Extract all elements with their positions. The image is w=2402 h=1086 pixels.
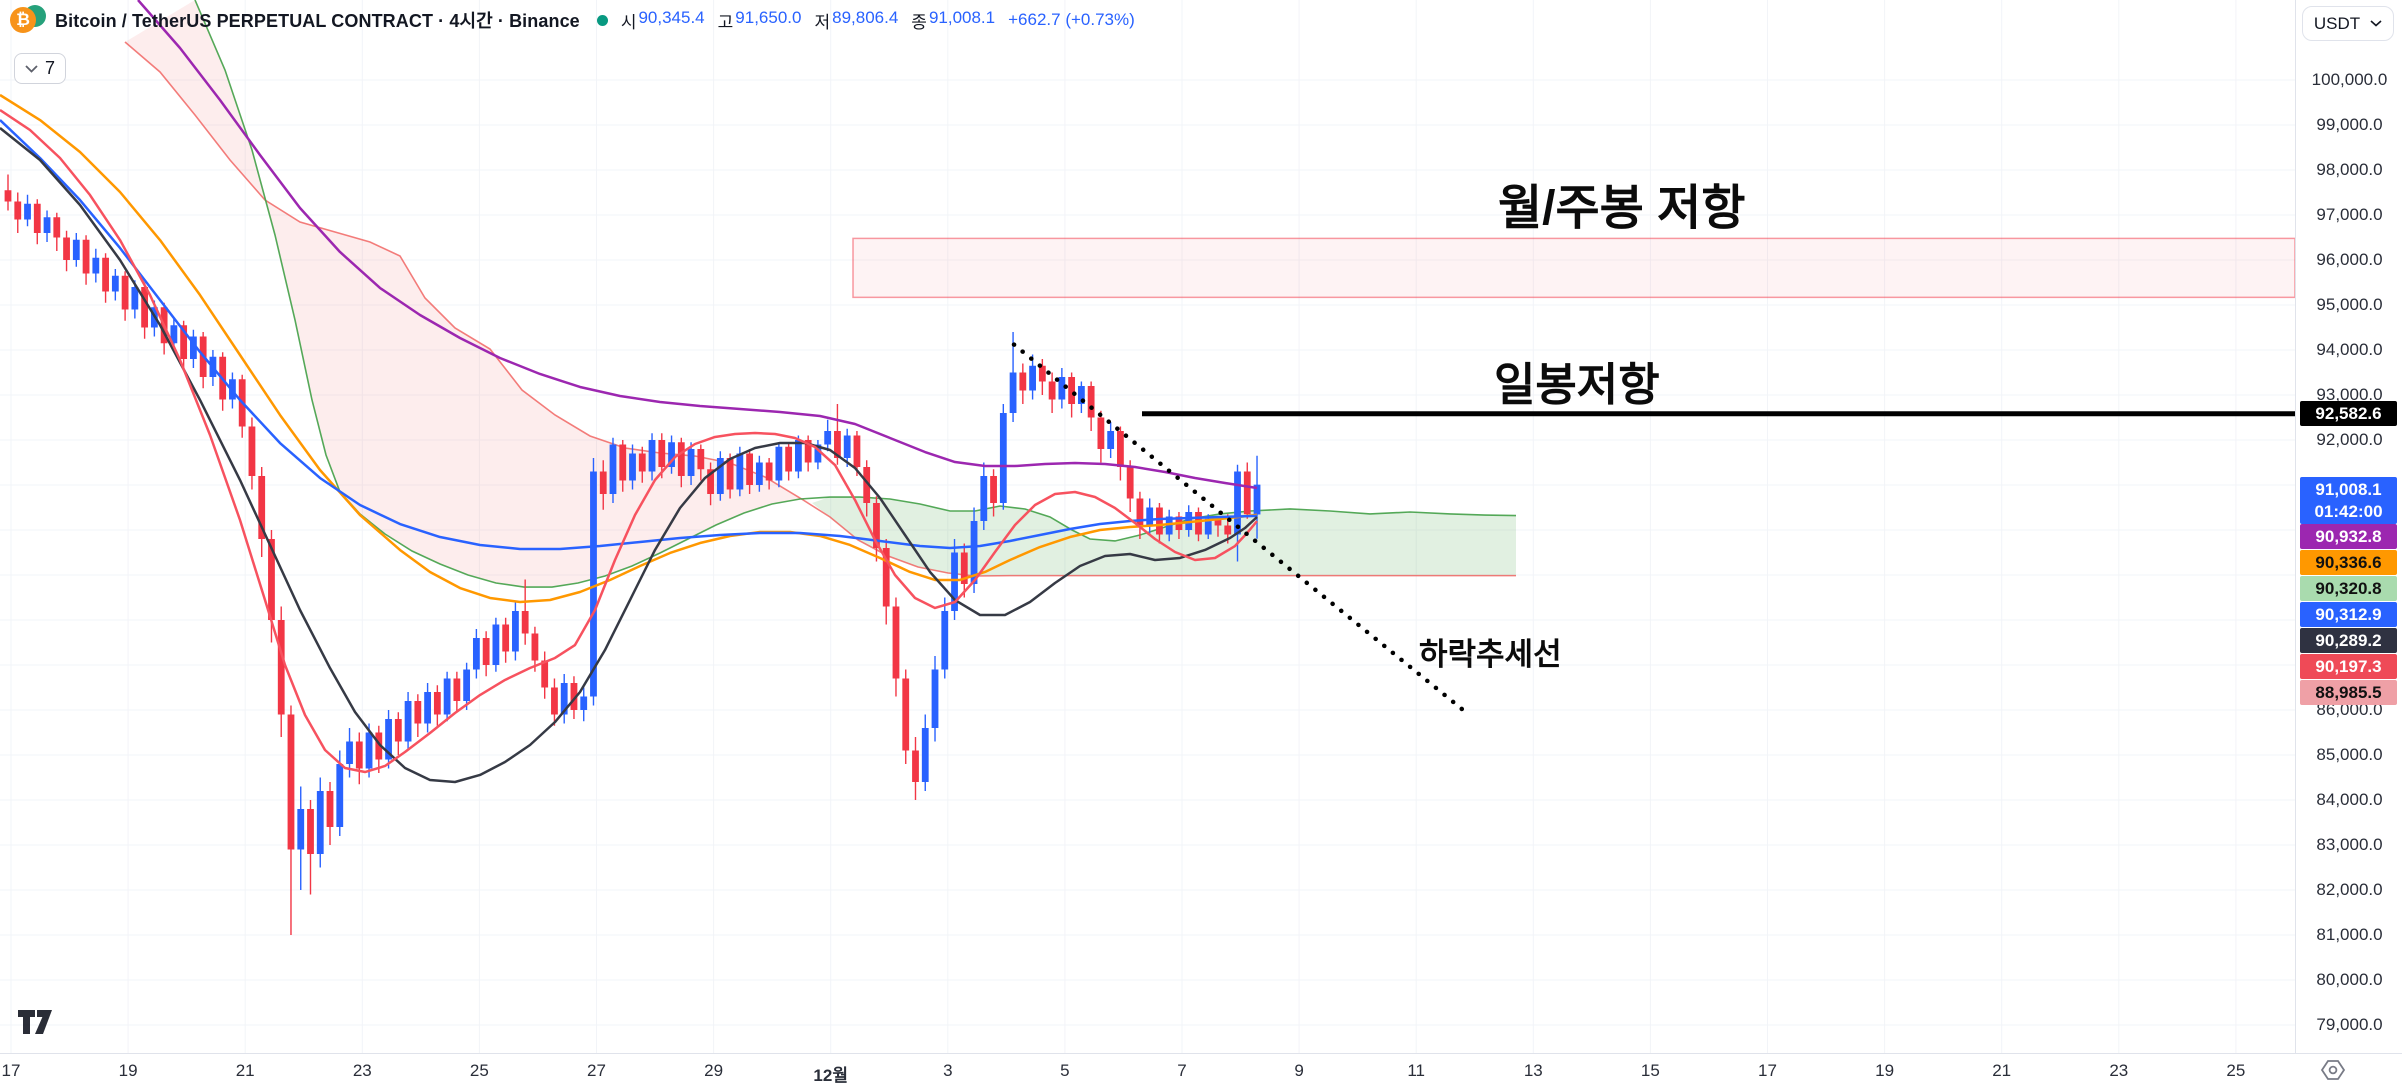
ichimoku-cloud-bullish — [812, 497, 1516, 576]
price-label: 90,320.8 — [2300, 576, 2397, 601]
x-tick-label: 17 — [1758, 1061, 1777, 1080]
x-tick-label: 23 — [2109, 1061, 2129, 1080]
x-tick-label: 27 — [587, 1061, 606, 1080]
currency-selector-button[interactable]: USDT — [2302, 6, 2394, 41]
high-value: 91,650.0 — [735, 7, 802, 27]
market-status-dot-icon[interactable] — [596, 14, 608, 26]
ma-blue — [0, 119, 1258, 551]
x-tick-label: 11 — [1407, 1061, 1426, 1080]
price-label: 91,008.1 01:42:00 — [2300, 477, 2397, 524]
change-value: +662.7 (+0.73%) — [1008, 10, 1135, 29]
ichimoku-senkou-b — [124, 41, 1516, 577]
resistance-zone-box[interactable] — [852, 237, 2295, 299]
axis-settings-hexagon-icon[interactable] — [2320, 1058, 2346, 1082]
indicator-count: 7 — [45, 58, 56, 78]
close-label: 종 — [911, 12, 927, 32]
symbol-title[interactable]: Bitcoin / TetherUS PERPETUAL CONTRACT · … — [55, 11, 580, 31]
price-label: 90,336.6 — [2300, 550, 2397, 575]
price-label: 90,289.2 — [2300, 628, 2397, 653]
ma-orange — [0, 93, 1258, 604]
x-tick-label: 23 — [352, 1061, 372, 1080]
y-tick-label: 85,000.0 — [2316, 745, 2383, 764]
price-label: 92,582.6 — [2300, 401, 2397, 426]
y-tick-label: 100,000.0 — [2311, 70, 2388, 89]
price-label: 90,312.9 — [2300, 602, 2397, 627]
downtrend-dotted-line[interactable] — [1011, 342, 1465, 712]
ichimoku-cloud-bearish — [125, 0, 812, 588]
close-value: 91,008.1 — [928, 7, 996, 27]
y-tick-label: 83,000.0 — [2316, 835, 2383, 854]
open-value: 90,345.4 — [638, 7, 705, 27]
x-tick-label: 15 — [1640, 1061, 1660, 1080]
y-tick-label: 95,000.0 — [2316, 295, 2383, 314]
x-tick-label: 7 — [1177, 1061, 1187, 1080]
chevron-down-icon — [2370, 20, 2382, 27]
x-tick-label: 5 — [1060, 1061, 1070, 1080]
y-tick-label: 80,000.0 — [2316, 970, 2383, 989]
y-tick-label: 97,000.0 — [2316, 205, 2383, 224]
bitcoin-logo-icon: ₿ — [10, 7, 36, 33]
low-value: 89,806.4 — [832, 7, 899, 27]
ma-red — [0, 108, 1258, 774]
x-tick-label: 25 — [469, 1061, 489, 1080]
ohlc-values: 시 90,345.4 고 91,650.0 저 89,806.4 종 91,008.1 … — [621, 8, 1135, 33]
x-tick-label: 19 — [118, 1061, 138, 1080]
y-tick-label: 99,000.0 — [2316, 115, 2383, 134]
monthly-weekly-resistance-label[interactable]: 월/주봉 저항 — [1498, 182, 1746, 235]
price-label: 88,985.5 — [2300, 680, 2397, 705]
ma-dark — [0, 127, 1258, 784]
chevron-down-icon — [25, 64, 38, 73]
ma-purple — [137, 0, 1258, 490]
y-tick-label: 84,000.0 — [2316, 790, 2383, 809]
open-label: 시 — [620, 12, 637, 32]
currency-label: USDT — [2313, 13, 2361, 33]
y-tick-label: 94,000.0 — [2316, 340, 2383, 359]
x-tick-label: 13 — [1523, 1061, 1543, 1080]
time-axis[interactable]: 17 19 21 23 25 27 29 12월 3 5 7 9 11 13 15 17 19 21 23 25 — [0, 1053, 2402, 1086]
daily-resistance-label[interactable]: 일봉저항 — [1494, 359, 1660, 410]
x-tick-label: 21 — [235, 1061, 255, 1080]
low-label: 저 — [814, 12, 831, 32]
symbol-pair-logo-icon: ₿ — [10, 5, 46, 33]
price-label: 90,932.8 — [2300, 524, 2397, 549]
price-label: 90,197.3 — [2300, 654, 2397, 679]
y-tick-label: 92,000.0 — [2316, 430, 2383, 449]
x-tick-label: 21 — [1992, 1061, 2012, 1080]
chart-header: ₿ Bitcoin / TetherUS PERPETUAL CONTRACT … — [10, 5, 1135, 34]
x-tick-label: 29 — [704, 1061, 724, 1080]
indicators-collapse-chip[interactable]: 7 — [14, 53, 67, 84]
high-label: 고 — [717, 12, 734, 32]
x-tick-label: 19 — [1875, 1061, 1895, 1080]
y-tick-label: 81,000.0 — [2316, 925, 2383, 944]
downtrend-line-label[interactable]: 하락추세선 — [1419, 637, 1562, 672]
y-tick-label: 93,000.0 — [2316, 385, 2383, 404]
price-axis[interactable]: 100,000.0 99,000.0 98,000.0 97,000.0 96,000.… — [2295, 0, 2402, 1053]
x-tick-label: 3 — [943, 1061, 953, 1080]
x-tick-label: 12월 — [813, 1066, 848, 1085]
x-tick-label: 17 — [1, 1061, 21, 1080]
y-tick-label: 82,000.0 — [2316, 880, 2383, 899]
tradingview-logo[interactable] — [16, 1006, 56, 1042]
y-tick-label: 98,000.0 — [2316, 160, 2383, 179]
y-tick-label: 79,000.0 — [2316, 1015, 2383, 1034]
x-tick-label: 9 — [1294, 1061, 1304, 1080]
y-tick-label: 96,000.0 — [2316, 250, 2383, 269]
x-tick-label: 25 — [2226, 1061, 2246, 1080]
